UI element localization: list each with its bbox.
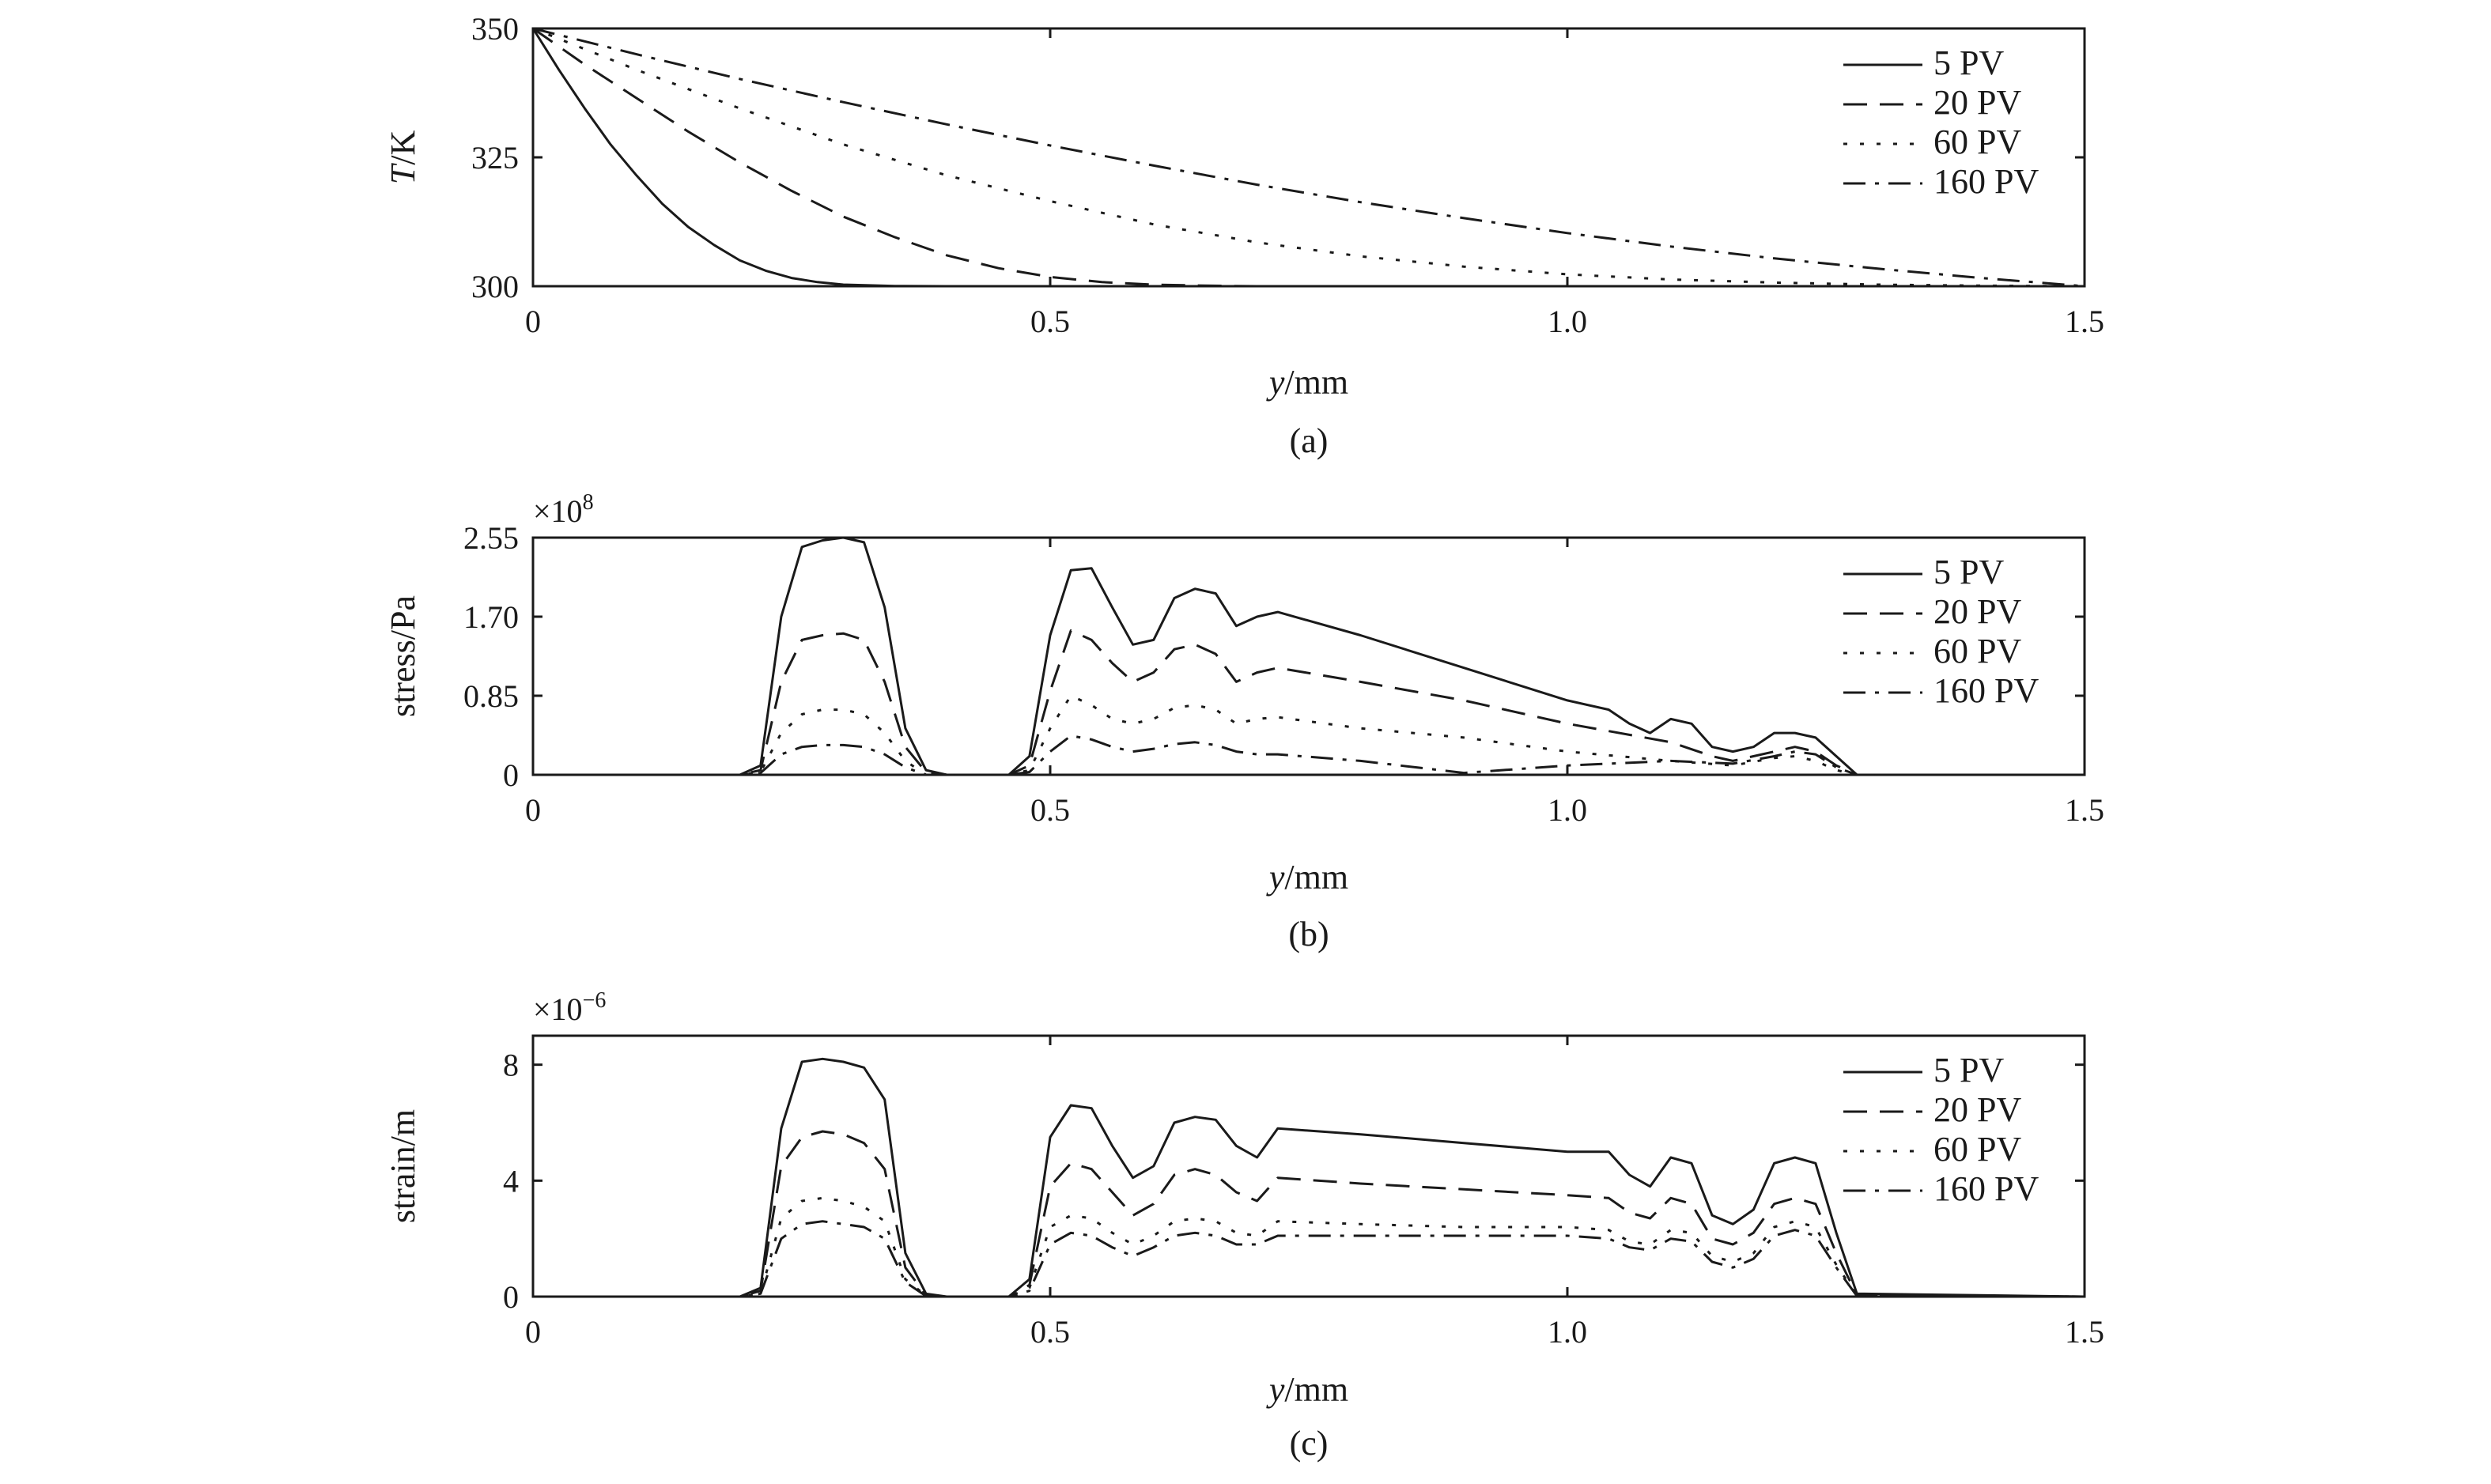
x-tick-label: 1.0	[1548, 792, 1587, 828]
chart-panel-3: 0 0.5 1.0 1.5 0 4 8 ×10−6 strain/m y/mm (c) 5 PV20 …	[384, 988, 2104, 1463]
chart-panel-2: 0 0.5 1.0 1.5 0 0.85 1.70 2.55 ×108 stress/Pa y/mm…	[384, 490, 2104, 953]
y-axis-label: stress/Pa	[384, 595, 422, 717]
y-axis-label: T/K	[384, 130, 422, 185]
y-axis-label-unit: stress/Pa	[384, 595, 422, 717]
series-line-160-pv	[533, 734, 2085, 776]
y-tick-label: 2.55	[463, 520, 519, 556]
x-tick-label: 0.5	[1030, 304, 1070, 339]
x-tick-label: 0.5	[1030, 1314, 1070, 1350]
multiplier-exponent: −6	[583, 988, 607, 1013]
y-tick-label: 1.70	[463, 599, 519, 635]
axis-multiplier: ×108	[533, 490, 594, 529]
x-tick-label: 0	[525, 1314, 541, 1350]
multiplier-exponent: 8	[583, 490, 594, 515]
multiplier-base: ×10	[533, 991, 583, 1027]
x-axis-label-symbol: y	[1266, 858, 1285, 897]
x-tick-label: 0.5	[1030, 792, 1070, 828]
y-tick-label: 325	[471, 140, 519, 176]
x-axis-label: y/mm	[1266, 858, 1348, 897]
y-tick-label: 0	[503, 757, 519, 793]
series-line-160-pv	[532, 27, 2085, 288]
series-line-5-pv	[531, 28, 2085, 288]
legend-label: 5 PV	[1933, 553, 2004, 591]
x-tick-label: 0	[525, 792, 541, 828]
y-tick-label: 350	[471, 11, 519, 47]
x-tick-label: 1.0	[1548, 304, 1587, 339]
y-tick-label: 8	[503, 1048, 519, 1083]
plot-frame	[531, 536, 2086, 776]
legend-label: 60 PV	[1933, 123, 2021, 161]
x-tick-label: 1.0	[1548, 1314, 1587, 1350]
y-axis-label: strain/m	[384, 1109, 422, 1223]
legend-label: 60 PV	[1933, 1130, 2021, 1169]
legend-label: 160 PV	[1933, 671, 2039, 710]
axis-multiplier: ×10−6	[533, 988, 606, 1027]
series-line-5-pv	[533, 1057, 2085, 1298]
y-axis-label-unit: /K	[384, 130, 422, 165]
legend-label: 160 PV	[1933, 162, 2039, 201]
x-axis-label: y/mm	[1266, 363, 1348, 402]
legend-label: 20 PV	[1933, 592, 2021, 631]
x-axis-label: y/mm	[1266, 1370, 1348, 1409]
y-tick-label: 300	[471, 269, 519, 304]
x-tick-label: 1.5	[2065, 792, 2104, 828]
legend-label: 5 PV	[1933, 1051, 2004, 1089]
legend-label: 5 PV	[1933, 43, 2004, 82]
legend-label: 160 PV	[1933, 1169, 2039, 1208]
legend-label: 20 PV	[1933, 1090, 2021, 1129]
y-tick-label: 0.85	[463, 678, 519, 714]
series-line-5-pv	[533, 536, 2085, 776]
panel-caption: (c)	[1290, 1424, 1329, 1463]
panel-caption: (b)	[1288, 915, 1329, 953]
plot-frame	[531, 1034, 2086, 1298]
series-line-20-pv	[533, 1130, 2085, 1298]
x-axis-label-unit: /mm	[1284, 1370, 1348, 1409]
x-axis-label-unit: /mm	[1284, 858, 1348, 897]
y-tick-label: 0	[503, 1279, 519, 1315]
plot-frame	[531, 27, 2086, 288]
series-line-160-pv	[533, 1220, 2085, 1298]
series-line-20-pv	[532, 27, 2085, 288]
x-axis-label-symbol: y	[1266, 363, 1285, 402]
x-axis-label-symbol: y	[1266, 1370, 1285, 1409]
legend-label: 20 PV	[1933, 83, 2021, 122]
x-tick-label: 0	[525, 304, 541, 339]
y-axis-label-symbol: T	[384, 162, 422, 184]
panel-caption: (a)	[1290, 421, 1329, 460]
legend-label: 60 PV	[1933, 632, 2021, 670]
y-axis-label-unit: strain/m	[384, 1109, 422, 1223]
series-line-20-pv	[533, 629, 2085, 776]
x-tick-label: 1.5	[2065, 1314, 2104, 1350]
y-tick-label: 4	[503, 1163, 519, 1199]
series-line-60-pv	[532, 27, 2085, 288]
x-axis-label-unit: /mm	[1284, 363, 1348, 402]
multiplier-base: ×10	[533, 493, 583, 529]
x-tick-label: 1.5	[2065, 304, 2104, 339]
